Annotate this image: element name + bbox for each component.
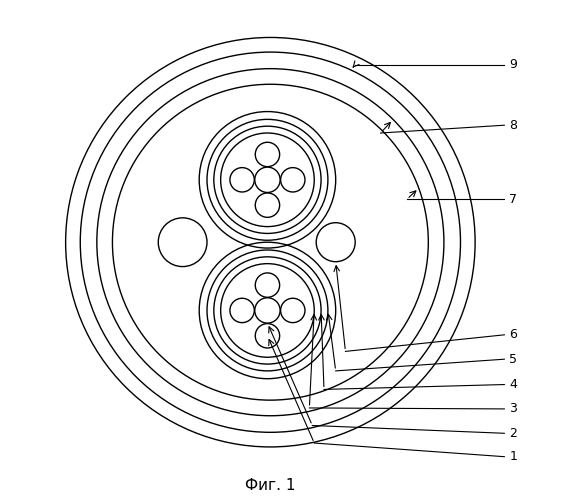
Text: 7: 7 bbox=[509, 193, 517, 206]
Text: 2: 2 bbox=[509, 427, 517, 440]
Text: 8: 8 bbox=[509, 118, 517, 132]
Text: 4: 4 bbox=[509, 378, 517, 391]
Text: 3: 3 bbox=[509, 402, 517, 415]
Text: 5: 5 bbox=[509, 352, 517, 366]
Text: Фиг. 1: Фиг. 1 bbox=[245, 478, 296, 494]
Text: 6: 6 bbox=[509, 328, 517, 342]
Text: 9: 9 bbox=[509, 58, 517, 71]
Text: 1: 1 bbox=[509, 450, 517, 463]
